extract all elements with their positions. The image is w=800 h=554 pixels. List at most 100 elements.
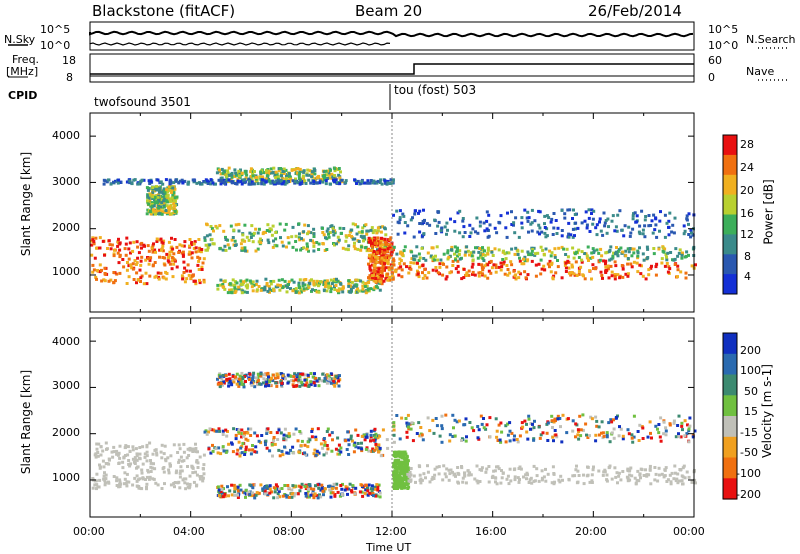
velocity-echo-2 (338, 494, 342, 498)
power-echo-7 (590, 277, 593, 281)
power-echo-8 (431, 246, 435, 250)
power-echo-2 (366, 288, 370, 292)
velocity-echo-2 (331, 491, 335, 495)
power-echo-9 (436, 224, 440, 228)
velocity-echo-6 (525, 422, 528, 426)
velocity-echo-5 (484, 470, 488, 474)
power-echo-2 (250, 285, 254, 289)
power-echo-2 (245, 283, 249, 287)
power-echo-9 (587, 208, 591, 212)
power-echo-9 (640, 209, 644, 213)
velocity-colorbar-swatch (723, 395, 737, 417)
power-echo-3 (337, 173, 341, 177)
velocity-echo-2 (366, 493, 370, 497)
velocity-colorbar-swatch (723, 374, 737, 396)
power-echo-8 (417, 259, 421, 262)
power-echo-8 (595, 248, 599, 252)
velocity-echo-2 (371, 492, 375, 496)
velocity-echo-3 (335, 381, 338, 385)
power-echo-7 (489, 271, 493, 275)
power-echo-6 (378, 249, 382, 253)
velocity-echo-5 (422, 472, 426, 476)
power-echo-5 (206, 182, 210, 185)
velocity-echo-0 (143, 452, 147, 456)
velocity-echo-5 (448, 472, 452, 476)
velocity-echo-3 (284, 377, 287, 381)
power-echo-6 (371, 251, 375, 255)
power-echo-2 (316, 284, 320, 288)
power-echo-8 (439, 258, 443, 262)
velocity-echo-2 (343, 488, 347, 492)
power-echo-0 (180, 244, 184, 248)
power-echo-0 (100, 279, 104, 283)
power-echo-2 (230, 288, 234, 292)
velocity-echo-6 (512, 438, 516, 442)
velocity-echo-6 (637, 439, 641, 442)
power-echo-8 (454, 250, 458, 254)
velocity-echo-1 (303, 443, 307, 447)
velocity-echo-0 (102, 465, 106, 469)
power-echo-9 (512, 221, 516, 225)
velocity-echo-6 (526, 437, 530, 441)
velocity-echo-5 (460, 465, 463, 468)
power-echo-1 (336, 240, 340, 244)
power-echo-2 (360, 289, 364, 293)
power-echo-2 (248, 279, 252, 283)
velocity-echo-6 (506, 422, 510, 426)
power-echo-9 (398, 216, 402, 220)
power-echo-5 (315, 181, 319, 185)
power-echo-0 (182, 260, 186, 264)
velocity-echo-5 (408, 470, 412, 474)
power-echo-8 (471, 258, 475, 262)
power-echo-9 (545, 214, 549, 218)
velocity-echo-5 (518, 465, 522, 469)
velocity-echo-6 (578, 414, 582, 418)
velocity-echo-3 (320, 379, 324, 383)
velocity-echo-1 (297, 450, 301, 454)
power-echo-7 (600, 274, 604, 277)
power-echo-9 (665, 221, 669, 225)
velocity-echo-5 (557, 478, 561, 482)
velocity-echo-1 (385, 438, 389, 442)
power-echo-6 (391, 247, 395, 251)
power-echo-1 (330, 224, 334, 228)
power-echo-8 (436, 258, 439, 262)
velocity-echo-2 (364, 488, 368, 492)
velocity-echo-6 (482, 426, 486, 430)
velocity-echo-5 (653, 478, 657, 482)
power-echo-6 (379, 259, 383, 263)
power-echo-2 (301, 284, 305, 288)
velocity-echo-3 (317, 384, 321, 388)
velocity-echo-5 (444, 475, 448, 479)
power-echo-9 (616, 213, 620, 217)
velocity-echo-6 (608, 440, 612, 444)
power-echo-2 (237, 287, 241, 291)
power-echo-7 (427, 271, 431, 275)
velocity-ytick-4000: 4000 (52, 335, 80, 348)
power-echo-6 (383, 262, 387, 266)
power-echo-9 (458, 209, 462, 213)
power-echo-0 (112, 271, 116, 274)
power-echo-0 (131, 249, 135, 253)
power-echo-0 (161, 244, 165, 248)
velocity-echo-6 (453, 434, 457, 438)
velocity-echo-2 (244, 488, 248, 492)
power-echo-9 (425, 222, 429, 226)
power-echo-9 (474, 230, 477, 234)
power-echo-6 (382, 279, 386, 283)
power-echo-1 (244, 249, 247, 253)
power-echo-0 (154, 250, 157, 254)
power-echo-6 (369, 268, 373, 272)
velocity-echo-1 (283, 445, 286, 449)
power-echo-4 (160, 212, 164, 216)
power-echo-8 (410, 250, 414, 254)
power-echo-0 (131, 262, 135, 266)
velocity-echo-0 (123, 446, 127, 450)
power-echo-0 (201, 261, 205, 265)
power-echo-7 (409, 261, 413, 265)
power-echo-9 (551, 233, 555, 236)
power-echo-9 (568, 208, 572, 212)
power-echo-7 (506, 273, 510, 277)
velocity-echo-4 (404, 452, 408, 456)
velocity-echo-2 (287, 495, 291, 499)
